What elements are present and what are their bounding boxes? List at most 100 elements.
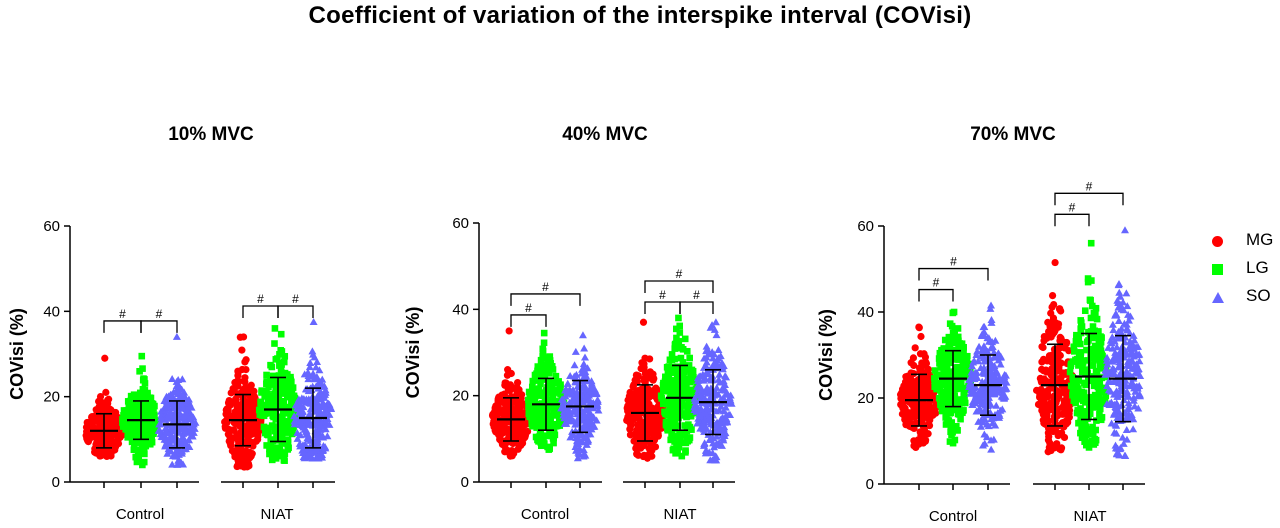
point (172, 332, 181, 340)
point (557, 381, 564, 388)
point (290, 412, 299, 420)
point (546, 357, 554, 364)
point (131, 412, 138, 420)
significance-bracket: # (679, 288, 714, 314)
point (676, 430, 683, 437)
point (534, 436, 541, 444)
point (548, 403, 556, 411)
point (900, 385, 908, 393)
point (1084, 275, 1092, 282)
point (320, 400, 329, 408)
points-lg-niat (1066, 239, 1110, 451)
point (285, 419, 293, 427)
point (696, 391, 705, 399)
point (544, 412, 552, 420)
point (282, 440, 290, 447)
so-marker-icon (1212, 292, 1224, 303)
point (269, 372, 277, 380)
point (506, 385, 515, 393)
point (536, 364, 543, 371)
point (240, 377, 248, 385)
point (911, 344, 919, 352)
point (672, 325, 680, 333)
point (665, 373, 673, 381)
point (156, 419, 165, 427)
point (1113, 392, 1122, 400)
point (678, 452, 686, 460)
point (650, 421, 658, 430)
point (312, 397, 321, 405)
point (1103, 353, 1112, 361)
point (714, 346, 723, 354)
point (1047, 369, 1055, 378)
point (666, 356, 674, 364)
point (1112, 450, 1121, 458)
point (247, 381, 255, 389)
point (1057, 446, 1065, 454)
point (122, 416, 130, 423)
point (570, 361, 579, 369)
point (989, 386, 998, 394)
point (968, 400, 977, 408)
point (140, 392, 147, 400)
point (272, 356, 280, 363)
point (1093, 315, 1101, 323)
point (142, 422, 149, 429)
point (1125, 415, 1134, 423)
point (634, 443, 642, 451)
mg-marker-icon (1212, 236, 1223, 247)
point (1129, 425, 1138, 433)
point (1123, 324, 1132, 332)
point (1102, 400, 1111, 408)
point (979, 352, 988, 360)
point (543, 432, 551, 440)
point (490, 417, 498, 425)
point (276, 444, 284, 451)
point (1129, 331, 1138, 339)
point (278, 431, 286, 439)
point (313, 374, 322, 382)
point (676, 329, 684, 336)
significance-bracket: # (103, 307, 142, 333)
point (916, 367, 924, 375)
y-tick-label: 40 (857, 304, 874, 321)
error-bar (1041, 343, 1069, 427)
point (719, 393, 728, 401)
point (712, 383, 721, 391)
point (1056, 344, 1064, 352)
point (114, 435, 122, 443)
point (672, 399, 680, 407)
point (965, 360, 972, 368)
point (941, 402, 949, 410)
point (1044, 318, 1052, 326)
point (587, 379, 596, 387)
point (1081, 307, 1089, 314)
point (1077, 349, 1085, 356)
point (546, 353, 554, 360)
point (124, 409, 131, 416)
point (96, 393, 105, 401)
point (965, 374, 974, 382)
point (939, 397, 946, 405)
point (638, 359, 646, 367)
point (1057, 373, 1065, 382)
point (1048, 303, 1056, 311)
point (261, 429, 269, 437)
point (946, 438, 954, 445)
point (686, 434, 694, 441)
point (569, 386, 578, 394)
point (1066, 368, 1074, 376)
point (949, 329, 957, 337)
point (553, 412, 561, 419)
point (682, 449, 689, 456)
point (583, 426, 592, 434)
point (984, 334, 993, 342)
point (179, 392, 188, 400)
point (1082, 408, 1089, 415)
point (949, 333, 957, 341)
error-bar (229, 393, 257, 447)
point (554, 398, 561, 405)
point (987, 415, 996, 423)
point (665, 363, 673, 370)
point (123, 420, 131, 427)
